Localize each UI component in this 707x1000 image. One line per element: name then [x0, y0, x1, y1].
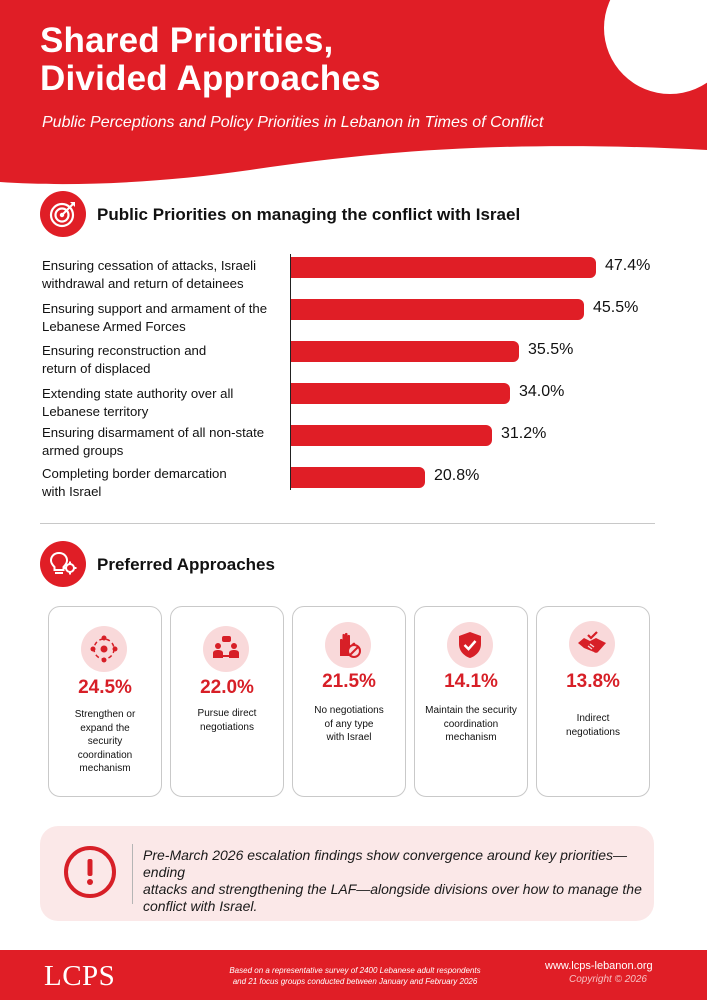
bar-value-label: 20.8%	[434, 467, 480, 484]
bar-value-label: 45.5%	[593, 299, 639, 316]
approach-card: 21.5% No negotiations of any type with I…	[292, 606, 406, 797]
target-icon	[40, 191, 86, 237]
bar-value-label: 31.2%	[501, 425, 547, 442]
approach-label-line: security	[87, 736, 123, 747]
approach-label-line: mechanism	[79, 763, 131, 774]
copyright-text: Copyright © 2026	[569, 974, 647, 985]
page-subtitle: Public Perceptions and Policy Priorities…	[42, 114, 544, 131]
approach-label-line: mechanism	[445, 732, 497, 743]
approach-card: 13.8% Indirect negotiations	[536, 606, 650, 797]
lcps-logo: LCPS	[44, 960, 116, 992]
approach-label-line: with Israel	[326, 732, 372, 743]
exclamation-icon	[64, 846, 116, 898]
bar-category-label-line: withdrawal and return of detainees	[42, 276, 244, 291]
bar-category-label: Ensuring cessation of attacks, Israeli wi…	[42, 257, 287, 293]
approach-card: 24.5% Strengthen or expand the security …	[48, 606, 162, 797]
key-finding-note: Pre-March 2026 escalation findings show …	[40, 826, 654, 921]
note-line: Pre-March 2026 escalation findings show …	[143, 847, 628, 880]
bar	[291, 341, 519, 362]
handshake-icon	[569, 621, 615, 667]
dialogue-icon	[203, 626, 249, 672]
bar-category-label-line: Ensuring reconstruction and	[42, 343, 207, 358]
header-banner: Shared Priorities, Divided Approaches Pu…	[0, 0, 707, 185]
website-link[interactable]: www.lcps-lebanon.org	[545, 960, 653, 972]
footer: LCPS Based on a representative survey of…	[0, 950, 707, 1000]
approach-label: No negotiations of any type with Israel	[301, 704, 397, 745]
bar-category-label-line: Lebanese Armed Forces	[42, 319, 186, 334]
bar-category-label: Completing border demarcation with Israel	[42, 465, 287, 501]
note-line: attacks and strengthening the LAF—alongs…	[143, 881, 642, 897]
approach-value: 22.0%	[200, 677, 254, 698]
approach-label-line: negotiations	[200, 721, 254, 733]
approach-label: Strengthen or expand the security coordi…	[57, 708, 153, 776]
bar-category-label-line: Ensuring support and armament of the	[42, 301, 268, 316]
chart-axis-line	[290, 254, 291, 490]
approach-value: 13.8%	[566, 671, 620, 692]
source-line: and 21 focus groups conducted between Ja…	[232, 977, 478, 986]
bar-category-label-line: with Israel	[42, 484, 102, 499]
approach-label-line: negotiations	[566, 726, 620, 738]
page-title: Shared Priorities, Divided Approaches	[40, 22, 381, 98]
note-text: Pre-March 2026 escalation findings show …	[143, 847, 643, 915]
section-title-priorities: Public Priorities on managing the confli…	[97, 205, 521, 224]
bar	[291, 299, 584, 320]
approach-value: 24.5%	[78, 677, 132, 698]
lightbulb-gear-icon	[40, 541, 86, 587]
bar-category-label-line: armed groups	[42, 443, 124, 458]
shield-check-icon	[447, 622, 493, 668]
bar-value-label: 35.5%	[528, 341, 574, 358]
bar-category-label-line: Lebanese territory	[42, 404, 149, 419]
survey-source-note: Based on a representative survey of 2400…	[205, 965, 505, 987]
section-divider	[40, 523, 655, 524]
title-line-1: Shared Priorities,	[40, 21, 334, 60]
approach-label-line: of any type	[324, 718, 374, 730]
bar-value-label: 47.4%	[605, 257, 651, 274]
bar-category-label-line: Ensuring disarmament of all non-state	[42, 425, 265, 440]
approach-card: 14.1% Maintain the security coordination…	[414, 606, 528, 797]
header-background	[0, 0, 707, 185]
bar-category-label-line: Completing border demarcation	[42, 466, 227, 481]
title-line-2: Divided Approaches	[40, 59, 381, 98]
approach-label: Pursue direct negotiations	[179, 707, 275, 734]
bar-value-label: 34.0%	[519, 383, 565, 400]
approach-label-line: Maintain the security	[425, 705, 517, 716]
approach-label: Indirect negotiations	[545, 712, 641, 739]
source-line: Based on a representative survey of 2400…	[229, 966, 481, 975]
approach-label: Maintain the security coordination mecha…	[423, 704, 519, 745]
approach-label-line: coordination	[443, 718, 499, 730]
approach-label-line: No negotiations	[314, 705, 384, 716]
bar	[291, 257, 596, 278]
approach-label-line: Strengthen or	[74, 709, 136, 720]
approach-label-line: Indirect	[576, 713, 610, 724]
bar	[291, 425, 492, 446]
approach-value: 21.5%	[322, 671, 376, 692]
bar-category-label-line: Ensuring cessation of attacks, Israeli	[42, 258, 257, 273]
bar	[291, 467, 425, 488]
note-line: conflict with Israel.	[143, 898, 258, 914]
approach-card: 22.0% Pursue direct negotiations	[170, 606, 284, 797]
bar	[291, 383, 510, 404]
note-separator	[132, 844, 133, 904]
bar-category-label-line: Extending state authority over all	[42, 386, 234, 401]
approach-value: 14.1%	[444, 671, 498, 692]
bar-category-label: Ensuring support and armament of the Leba…	[42, 300, 287, 336]
network-icon	[81, 626, 127, 672]
approach-label-line: expand the	[80, 722, 130, 734]
approach-label-line: Pursue direct	[197, 708, 257, 719]
stop-hand-icon	[325, 622, 371, 668]
bar-category-label: Extending state authority over all Lebane…	[42, 385, 287, 421]
bar-category-label: Ensuring reconstruction and return of dis…	[42, 342, 287, 378]
section-title-approaches: Preferred Approaches	[97, 555, 275, 574]
bar-category-label-line: return of displaced	[42, 361, 151, 376]
approach-label-line: coordination	[77, 749, 133, 761]
bar-category-label: Ensuring disarmament of all non-state arm…	[42, 424, 287, 460]
